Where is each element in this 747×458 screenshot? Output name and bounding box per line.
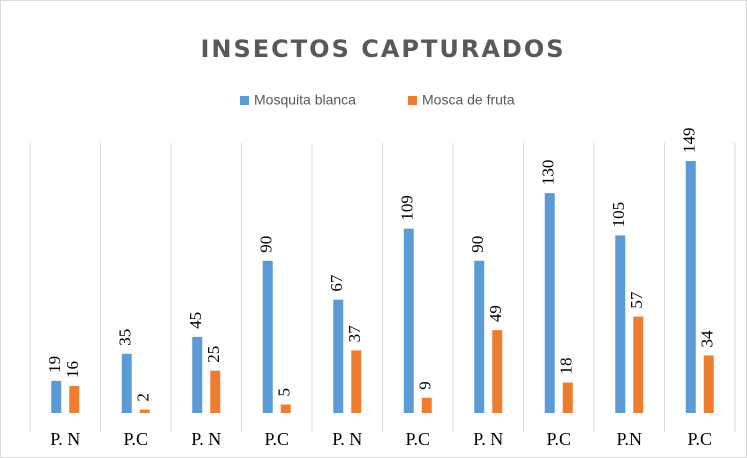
x-tick-label: P.N <box>616 429 642 449</box>
x-tick-label: P.C <box>687 429 712 449</box>
x-tick-label: P. N <box>332 429 362 449</box>
bar <box>333 299 344 413</box>
x-tick-label: P.C <box>405 429 430 449</box>
bar <box>562 382 573 413</box>
data-label: 49 <box>486 305 505 322</box>
bar <box>615 235 626 413</box>
data-label: 34 <box>698 330 717 348</box>
bar <box>121 353 132 413</box>
x-tick-label: P. N <box>191 429 221 449</box>
bar <box>633 316 644 413</box>
bar <box>703 355 714 413</box>
bar <box>51 380 62 413</box>
data-label: 37 <box>345 325 364 343</box>
bar <box>139 409 150 413</box>
data-label: 90 <box>257 236 276 253</box>
bar <box>403 228 414 413</box>
data-label: 90 <box>468 236 487 253</box>
data-label: 45 <box>186 312 205 329</box>
data-label: 18 <box>557 358 576 375</box>
x-tick-label: P.C <box>264 429 289 449</box>
bar <box>262 260 273 413</box>
legend-swatch <box>240 96 249 105</box>
x-tick-label: P. N <box>473 429 503 449</box>
data-label: 105 <box>609 202 628 228</box>
bar <box>210 370 221 413</box>
data-label: 19 <box>45 356 64 373</box>
bar <box>192 336 203 413</box>
data-label: 16 <box>63 361 82 378</box>
data-label: 35 <box>116 329 135 346</box>
bar <box>492 330 503 413</box>
x-tick-label: P.C <box>123 429 148 449</box>
data-label: 67 <box>327 274 346 292</box>
legend-label: Mosca de fruta <box>422 92 515 108</box>
data-label: 5 <box>275 388 294 397</box>
bar <box>474 260 485 413</box>
x-tick-label: P. N <box>50 429 80 449</box>
x-tick-label: P.C <box>546 429 571 449</box>
bar <box>544 193 555 413</box>
bar <box>421 397 432 413</box>
bar <box>685 161 696 413</box>
legend-swatch <box>408 96 417 105</box>
data-label: 57 <box>627 291 646 309</box>
data-label: 9 <box>416 381 435 390</box>
bar <box>351 350 362 413</box>
bar <box>280 404 291 413</box>
data-label: 149 <box>680 128 699 154</box>
data-label: 130 <box>539 160 558 186</box>
data-label: 2 <box>134 393 153 402</box>
legend-label: Mosquita blanca <box>254 92 356 108</box>
data-label: 25 <box>204 346 223 363</box>
bar <box>69 385 80 413</box>
chart-title: INSECTOS CAPTURADOS <box>200 35 565 63</box>
data-label: 109 <box>398 195 417 221</box>
